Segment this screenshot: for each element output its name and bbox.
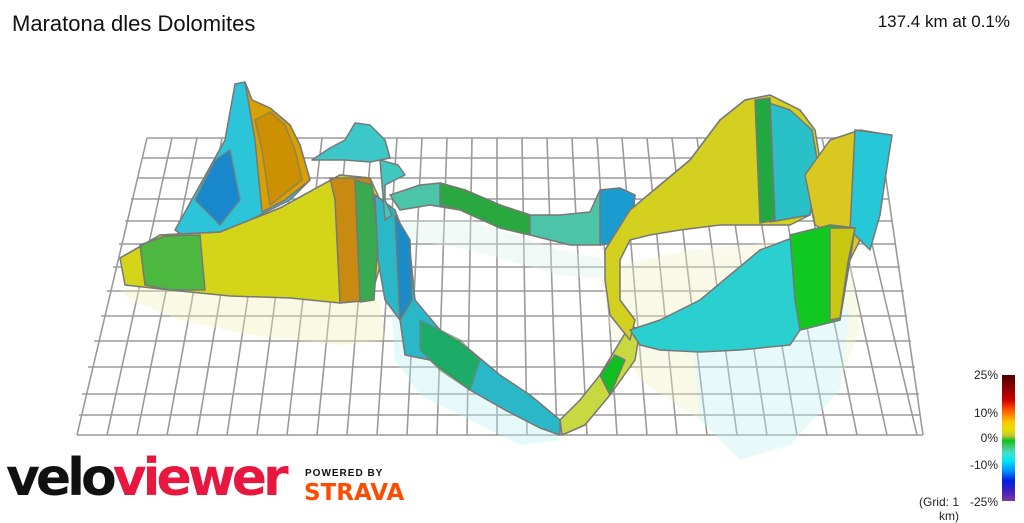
strava-logo[interactable]: STRAVA — [304, 480, 405, 506]
legend-label-minus10: -10% — [969, 458, 998, 472]
logo-viewer-text: viewer — [112, 448, 289, 508]
route-outline — [119, 94, 816, 259]
route-stats: 137.4 km at 0.1% — [877, 12, 1010, 31]
route-walls — [119, 81, 893, 436]
legend-label-minus25: -25% — [969, 495, 998, 509]
powered-by-label: POWERED BY — [305, 468, 384, 479]
route-3d-view[interactable] — [0, 0, 1024, 512]
gradient-color-scale — [1002, 375, 1015, 501]
grid-scale-note: (Grid: 1 km) — [918, 495, 959, 523]
legend-label-0: 0% — [980, 431, 998, 445]
logo-velo-text: velo — [6, 448, 117, 508]
page-title: Maratona dles Dolomites — [12, 11, 256, 36]
legend-label-25: 25% — [973, 368, 998, 382]
legend-label-10: 10% — [973, 406, 998, 420]
